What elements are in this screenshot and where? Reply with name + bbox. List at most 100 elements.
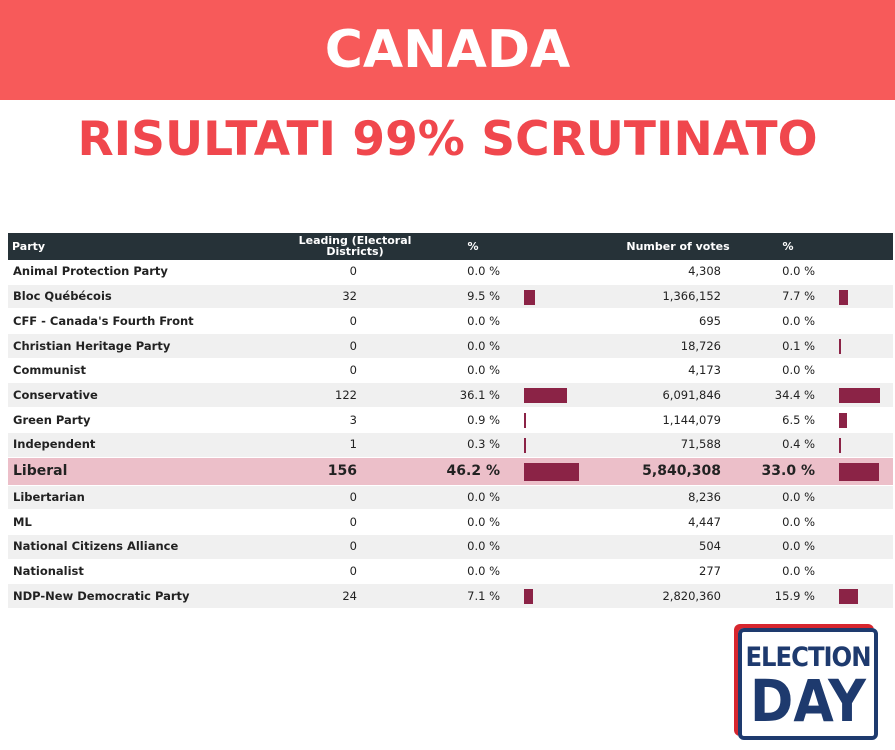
votes: 8,236 (688, 489, 721, 504)
leading: 0 (349, 338, 357, 353)
leading: 0 (349, 564, 357, 578)
logo-line: ELECTION (745, 642, 871, 673)
votes: 4,308 (688, 264, 721, 279)
share-bar (524, 289, 536, 305)
subtitle: RISULTATI 99% SCRUTINATO (77, 112, 818, 167)
party-name: CFF - Canada's Fourth Front (13, 313, 194, 328)
votes: 695 (699, 313, 721, 328)
seat-share: 0.0 % (467, 564, 500, 578)
vote-share: 7.7 % (782, 289, 815, 304)
seat-share: 0.0 % (467, 363, 500, 378)
column-header: % (782, 240, 794, 253)
share-bar (839, 338, 841, 354)
party-name: Bloc Québécois (13, 289, 112, 304)
leading: 0 (349, 264, 357, 279)
results-table: Party Leading (Electoral Districts)% Numbe… (8, 233, 893, 609)
seat-share: 9.5 % (467, 289, 500, 304)
logo-line: DAY (750, 667, 866, 735)
leading: 3 (349, 412, 357, 427)
share-bar (524, 462, 580, 481)
leading: 122 (335, 387, 357, 402)
leading: 1 (349, 437, 357, 452)
vote-share: 0.0 % (782, 514, 815, 529)
vote-share: 0.0 % (782, 564, 815, 578)
leading: 156 (327, 463, 357, 480)
seat-share: 0.9 % (467, 412, 500, 427)
seat-share: 0.0 % (467, 313, 500, 328)
seat-share: 36.1 % (459, 387, 500, 402)
leading: 0 (349, 514, 357, 529)
party-name: NDP-New Democratic Party (13, 588, 190, 603)
table-row: Animal Protection Party 0 0.0 % 4,308 0.0 % (8, 260, 893, 285)
seat-share: 7.1 % (467, 588, 500, 603)
share-bar (524, 412, 526, 428)
party-name: Christian Heritage Party (13, 338, 171, 353)
leading: 0 (349, 363, 357, 378)
votes: 18,726 (680, 338, 721, 353)
header-row: Party Leading (Electoral Districts)% Numbe… (8, 233, 893, 260)
highlighted-row: Liberal 156 46.2 % 5,840,308 33.0 % (8, 457, 893, 486)
share-bar (839, 289, 849, 305)
vote-share: 34.4 % (774, 387, 815, 402)
seat-share: 0.0 % (467, 514, 500, 529)
party-name: ML (13, 514, 32, 529)
table-row: ML 0 0.0 % 4,447 0.0 % (8, 510, 893, 535)
table-row: Bloc Québécois 32 9.5 % 1,366,152 7.7 % (8, 284, 893, 310)
vote-share: 6.5 % (782, 412, 815, 427)
table-row: CFF - Canada's Fourth Front 0 0.0 % 695 0.0 … (8, 309, 893, 335)
share-bar (839, 462, 879, 481)
column-header: Party (12, 240, 46, 253)
leading: 0 (349, 313, 357, 328)
table-row: Christian Heritage Party 0 0.0 % 18,726 0.1 … (8, 334, 893, 359)
vote-share: 0.1 % (782, 338, 815, 353)
leading: 0 (349, 539, 357, 554)
votes: 5,840,308 (642, 463, 721, 480)
votes: 2,820,360 (662, 588, 721, 603)
table-row: National Citizens Alliance 0 0.0 % 504 0.0 % (8, 534, 893, 560)
party-name: Nationalist (13, 564, 84, 578)
party-name: Independent (13, 437, 96, 452)
seat-share: 0.0 % (467, 264, 500, 279)
vote-share: 15.9 % (774, 588, 815, 603)
party-name: National Citizens Alliance (13, 539, 179, 554)
share-bar (839, 437, 841, 453)
votes: 277 (699, 564, 721, 578)
seat-share: 46.2 % (446, 463, 500, 480)
share-bar (524, 437, 526, 453)
leading: 0 (349, 489, 357, 504)
share-bar (839, 412, 847, 428)
table-row: Libertarian 0 0.0 % 8,236 0.0 % (8, 485, 893, 511)
banner (0, 0, 895, 100)
party-name: Communist (13, 363, 86, 378)
seat-share: 0.0 % (467, 489, 500, 504)
share-bar (524, 388, 568, 404)
votes: 1,366,152 (662, 289, 721, 304)
table-row: Green Party 3 0.9 % 1,144,079 6.5 % (8, 408, 893, 433)
table-row: Communist 0 0.0 % 4,173 0.0 % (8, 358, 893, 384)
table-row: NDP-New Democratic Party 24 7.1 % 2,820,360… (8, 584, 893, 609)
share-bar (524, 589, 533, 605)
share-bar (839, 589, 859, 605)
share-bar (839, 388, 881, 404)
seat-share: 0.0 % (467, 539, 500, 554)
votes: 4,173 (688, 363, 721, 378)
vote-share: 0.0 % (782, 363, 815, 378)
column-header: Number of votes (626, 240, 730, 253)
table-row: Conservative 122 36.1 % 6,091,846 34.4 % (8, 383, 893, 409)
column-header: % (467, 240, 479, 253)
vote-share: 0.0 % (782, 313, 815, 328)
vote-share: 0.0 % (782, 264, 815, 279)
vote-share: 0.4 % (782, 437, 815, 452)
table-row: Independent 1 0.3 % 71,588 0.4 % (8, 432, 893, 458)
votes: 1,144,079 (662, 412, 721, 427)
vote-share: 0.0 % (782, 539, 815, 554)
party-name: Libertarian (13, 489, 85, 504)
table-row: Nationalist 0 0.0 % 277 0.0 % (8, 559, 893, 585)
party-name: Conservative (13, 387, 98, 402)
votes: 71,588 (680, 437, 721, 452)
party-name: Animal Protection Party (13, 264, 168, 279)
party-name: Liberal (13, 463, 68, 480)
seat-share: 0.3 % (467, 437, 500, 452)
votes: 4,447 (688, 514, 721, 529)
